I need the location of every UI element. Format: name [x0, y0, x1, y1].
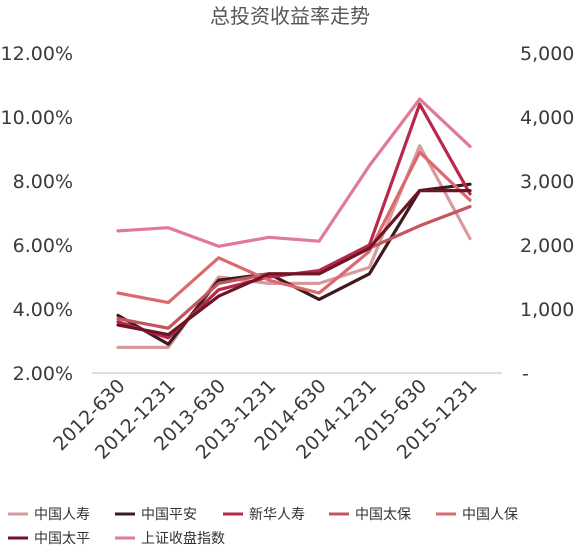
legend-label: 新华人寿: [249, 506, 305, 523]
chart-title: 总投资收益率走势: [210, 4, 370, 28]
legend-label: 上证收盘指数: [141, 530, 225, 546]
y-left-tick-label: 10.00%: [1, 107, 73, 129]
series-line-2: [116, 102, 472, 340]
y-right-tick-label: 3,000: [520, 171, 574, 193]
x-axis: 2012-6302012-12312013-6302013-12312014-6…: [49, 375, 481, 464]
y-right-tick-label: 5,000: [520, 43, 574, 65]
series-line-0: [116, 144, 472, 349]
series-line-1: [116, 182, 472, 346]
series-line-4: [116, 150, 472, 305]
y-right-tick-label: 4,000: [520, 107, 574, 129]
y-right-tick-label: 1,000: [520, 299, 574, 321]
legend-label: 中国太保: [355, 507, 411, 523]
series-line-3: [116, 205, 472, 330]
y-left-tick-label: 8.00%: [13, 171, 73, 193]
y-left-tick-label: 12.00%: [1, 43, 73, 65]
y-axis-left: 2.00% 4.00% 6.00% 8.00% 10.00% 12.00%: [1, 43, 73, 385]
plot-area: [116, 97, 472, 349]
y-axis-right: - 1,000 2,000 3,000 4,000 5,000: [520, 43, 574, 385]
y-right-tick-label: -: [522, 363, 529, 385]
y-left-tick-label: 2.00%: [13, 363, 73, 385]
series-line-5: [116, 189, 472, 337]
y-left-tick-label: 4.00%: [13, 299, 73, 321]
legend-label: 中国人寿: [34, 506, 90, 523]
legend-label: 中国平安: [141, 507, 197, 523]
y-left-tick-label: 6.00%: [13, 235, 73, 257]
legend-label: 中国太平: [34, 531, 90, 546]
legend-label: 中国人保: [462, 507, 518, 523]
series-line-6: [116, 97, 472, 248]
y-right-tick-label: 2,000: [520, 235, 574, 257]
